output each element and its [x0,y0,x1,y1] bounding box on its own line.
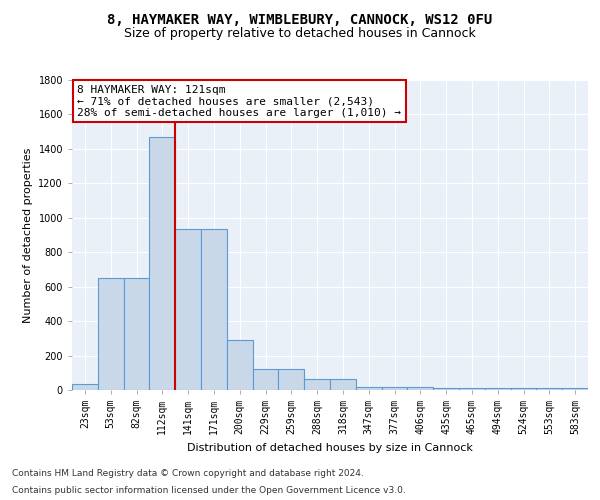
Bar [459,388,485,390]
Text: 8, HAYMAKER WAY, WIMBLEBURY, CANNOCK, WS12 0FU: 8, HAYMAKER WAY, WIMBLEBURY, CANNOCK, WS… [107,12,493,26]
Bar [330,379,356,390]
Y-axis label: Number of detached properties: Number of detached properties [23,148,33,322]
Bar [536,388,562,390]
Text: 8 HAYMAKER WAY: 121sqm
← 71% of detached houses are smaller (2,543)
28% of semi-: 8 HAYMAKER WAY: 121sqm ← 71% of detached… [77,84,401,118]
Bar [304,379,330,390]
Bar [149,137,175,390]
Text: Contains public sector information licensed under the Open Government Licence v3: Contains public sector information licen… [12,486,406,495]
Bar [562,388,588,390]
Text: Contains HM Land Registry data © Crown copyright and database right 2024.: Contains HM Land Registry data © Crown c… [12,468,364,477]
Bar [124,278,149,390]
Bar [253,370,278,390]
Bar [227,340,253,390]
Bar [98,278,124,390]
Bar [356,386,382,390]
Bar [511,388,536,390]
Bar [278,370,304,390]
Bar [201,229,227,390]
Bar [407,388,433,390]
Bar [72,384,98,390]
Bar [485,388,511,390]
Bar [382,386,407,390]
Text: Size of property relative to detached houses in Cannock: Size of property relative to detached ho… [124,28,476,40]
Bar [175,229,201,390]
Bar [433,388,459,390]
X-axis label: Distribution of detached houses by size in Cannock: Distribution of detached houses by size … [187,442,473,452]
